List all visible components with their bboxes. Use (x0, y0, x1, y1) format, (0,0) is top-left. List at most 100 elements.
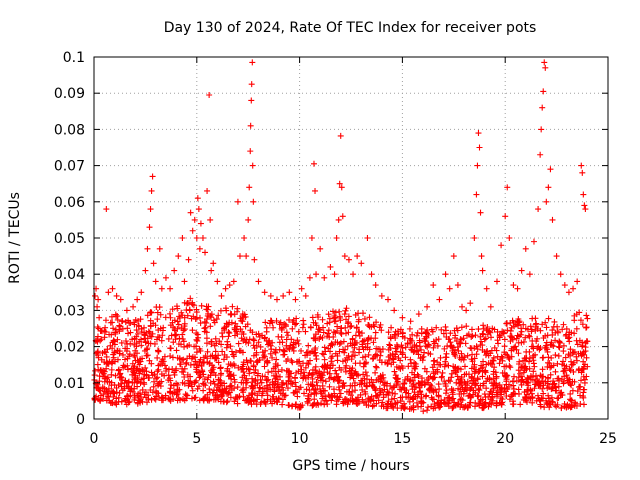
data-point (243, 336, 250, 343)
data-point (423, 368, 430, 375)
data-point (445, 362, 452, 369)
data-point (305, 342, 312, 349)
data-point (378, 327, 385, 334)
y-tick-label: 0.05 (54, 231, 85, 247)
data-point (126, 398, 133, 405)
data-point (210, 260, 217, 267)
x-tick-label: 15 (393, 431, 411, 447)
data-point (441, 345, 448, 352)
data-point (177, 341, 184, 348)
data-point (486, 328, 493, 335)
data-point (543, 324, 550, 331)
data-point (438, 397, 445, 404)
data-point (504, 385, 511, 392)
data-point (544, 332, 551, 339)
data-point (240, 393, 247, 400)
data-point (553, 253, 560, 260)
data-point (520, 321, 527, 328)
data-point (94, 333, 101, 340)
data-point (336, 180, 343, 187)
data-point (132, 372, 139, 379)
data-point (517, 401, 524, 408)
data-point (275, 333, 282, 340)
data-point (203, 340, 210, 347)
data-point (529, 315, 536, 322)
data-point (367, 396, 374, 403)
data-point (261, 353, 268, 360)
data-point (147, 206, 154, 213)
data-point (503, 363, 510, 370)
data-point (354, 253, 361, 260)
data-point (94, 324, 101, 331)
data-point (158, 285, 165, 292)
data-point (337, 314, 344, 321)
data-point (331, 312, 338, 319)
data-point (141, 391, 148, 398)
data-point (118, 383, 125, 390)
data-point (302, 375, 309, 382)
data-point (146, 357, 153, 364)
data-point (102, 349, 109, 356)
grid-lines (94, 57, 608, 419)
data-point (530, 360, 537, 367)
data-point (358, 377, 365, 384)
data-point (262, 400, 269, 407)
data-point (100, 373, 107, 380)
data-point (328, 374, 335, 381)
data-point (362, 353, 369, 360)
data-point (95, 366, 102, 373)
data-point (497, 331, 504, 338)
data-point (351, 352, 358, 359)
data-point (231, 398, 238, 405)
data-point (285, 371, 292, 378)
data-point (464, 404, 471, 411)
data-point (524, 380, 531, 387)
data-point (306, 397, 313, 404)
data-point (540, 88, 547, 95)
data-point (391, 307, 398, 314)
data-point (497, 394, 504, 401)
data-point (508, 347, 515, 354)
data-point (189, 353, 196, 360)
x-tick-label: 25 (599, 431, 617, 447)
data-point (295, 328, 302, 335)
data-point (324, 330, 331, 337)
data-point (473, 343, 480, 350)
data-point (536, 346, 543, 353)
data-point (519, 363, 526, 370)
data-point (506, 396, 513, 403)
data-point (190, 302, 197, 309)
data-point (156, 245, 163, 252)
data-point (532, 321, 539, 328)
data-point (192, 358, 199, 365)
data-point (456, 380, 463, 387)
data-point (132, 347, 139, 354)
data-point (235, 340, 242, 347)
data-point (194, 385, 201, 392)
data-point (566, 365, 573, 372)
data-point (153, 304, 160, 311)
data-point (347, 323, 354, 330)
data-point (230, 353, 237, 360)
data-point (189, 227, 196, 234)
data-point (138, 289, 145, 296)
data-point (250, 198, 257, 205)
data-point (337, 132, 344, 139)
data-point (476, 402, 483, 409)
data-point (434, 342, 441, 349)
data-point (195, 362, 202, 369)
data-point (225, 373, 232, 380)
data-point (391, 331, 398, 338)
data-point (390, 359, 397, 366)
data-point (584, 315, 591, 322)
data-point (497, 356, 504, 363)
data-point (384, 360, 391, 367)
data-point (477, 382, 484, 389)
data-point (577, 317, 584, 324)
data-point (309, 382, 316, 389)
data-point (353, 397, 360, 404)
data-point (373, 319, 380, 326)
data-point (180, 338, 187, 345)
data-point (555, 383, 562, 390)
data-point (447, 330, 454, 337)
